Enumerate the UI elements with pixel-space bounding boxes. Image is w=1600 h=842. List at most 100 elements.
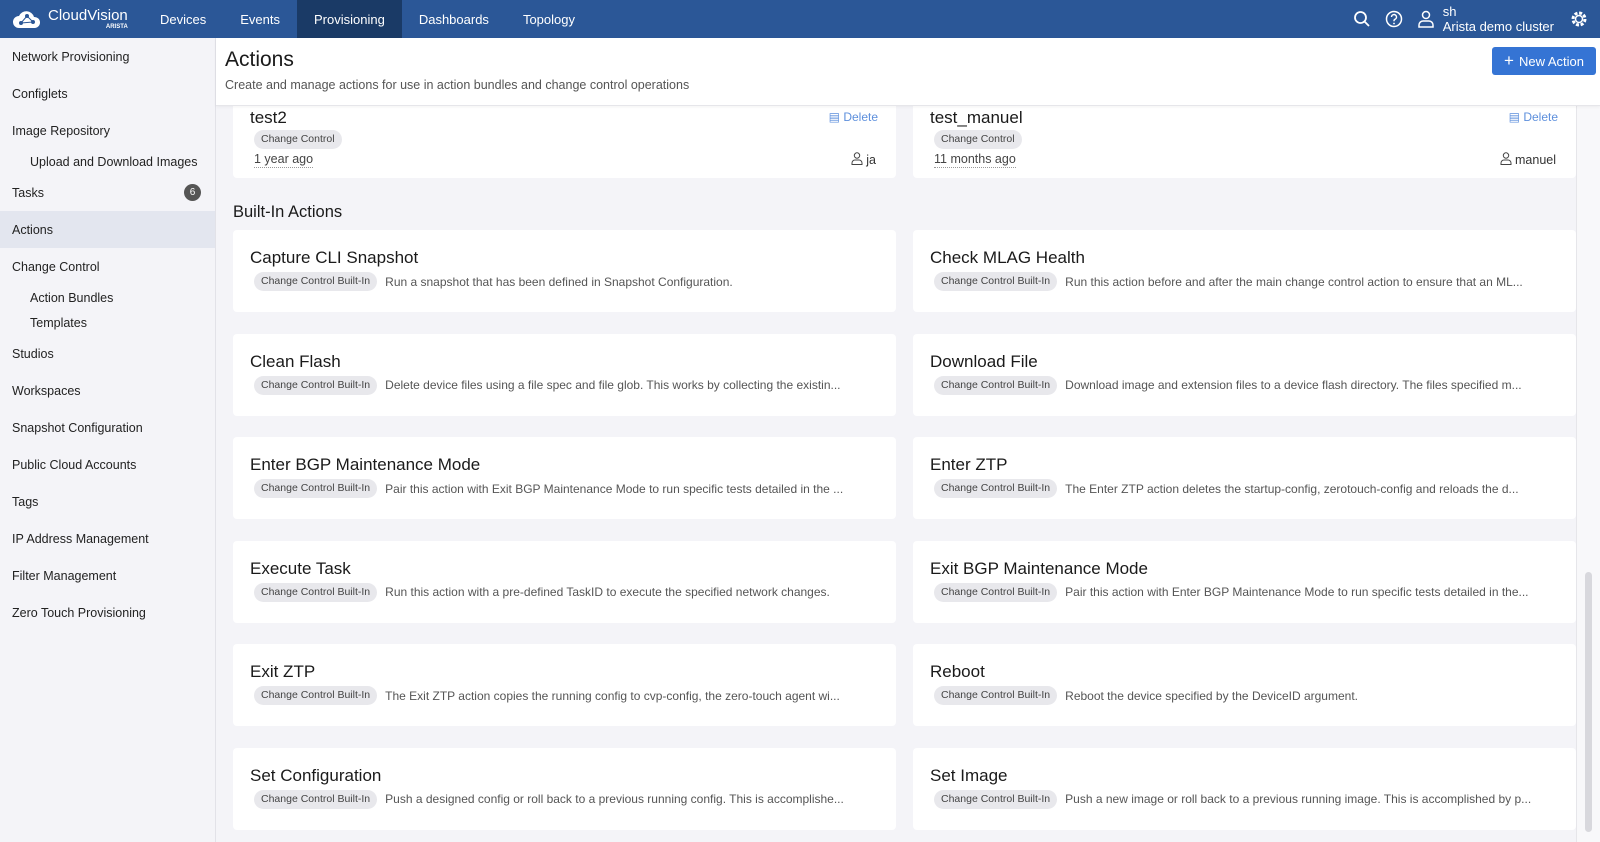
count-badge: 6 — [184, 184, 201, 201]
sidebar-item-label: Network Provisioning — [12, 49, 130, 64]
sidebar-item-change-control[interactable]: Change Control — [0, 248, 215, 285]
user-menu[interactable]: sh Arista demo cluster — [1417, 4, 1554, 34]
sidebar-item-tasks[interactable]: Tasks 6 — [0, 174, 215, 211]
builtin-action-card[interactable]: Enter BGP Maintenance Mode Change Control… — [233, 437, 896, 519]
action-meta: Change Control Built-In Reboot the device… — [934, 686, 1554, 705]
action-description: Delete device files using a file spec an… — [385, 378, 841, 392]
action-description: The Exit ZTP action copies the running c… — [385, 688, 840, 703]
sidebar-item-action-bundles[interactable]: Action Bundles — [0, 285, 215, 310]
sidebar-item-network-provisioning[interactable]: Network Provisioning — [0, 38, 215, 75]
custom-action-card[interactable]: test_manuel ▤ Delete Change Control 11 mont… — [913, 106, 1576, 178]
action-description: Run this action with a pre-defined TaskI… — [385, 585, 830, 599]
sidebar-item-ip-address-management[interactable]: IP Address Management — [0, 520, 215, 557]
nav-tab-dashboards[interactable]: Dashboards — [418, 11, 489, 27]
action-title: test_manuel — [930, 108, 1023, 127]
builtin-action-card[interactable]: Clean Flash Change Control Built-In Delete… — [233, 333, 896, 416]
sidebar-item-label: IP Address Management — [12, 531, 149, 546]
type-tag: Change Control Built-In — [254, 272, 378, 291]
custom-action-card[interactable]: test2 ▤ Delete Change Control 1 year ago ja — [233, 106, 896, 178]
nav-tab-topology[interactable]: Topology — [522, 11, 575, 27]
type-tag: Change Control Built-In — [934, 375, 1058, 395]
sidebar-item-label: Tasks — [12, 185, 44, 200]
delete-button[interactable]: ▤ Delete — [829, 110, 878, 125]
gear-icon[interactable] — [1568, 8, 1590, 30]
sidebar-item-label: Upload and Download Images — [30, 154, 198, 169]
builtin-action-card[interactable]: Set Image Change Control Built-In Push a n… — [913, 747, 1576, 830]
help-icon[interactable] — [1385, 10, 1403, 28]
action-meta: Change Control Built-In Download image an… — [934, 375, 1554, 395]
sidebar-item-label: Public Cloud Accounts — [12, 457, 137, 472]
cloudvision-logo[interactable]: CloudVision ARISTA — [0, 0, 143, 38]
page-subtitle: Create and manage actions for use in act… — [225, 78, 690, 92]
sidebar-item-snapshot-configuration[interactable]: Snapshot Configuration — [0, 409, 215, 446]
builtin-action-card[interactable]: Capture CLI Snapshot Change Control Built… — [233, 230, 896, 312]
type-tag: Change Control Built-In — [254, 789, 378, 809]
sidebar-item-workspaces[interactable]: Workspaces — [0, 372, 215, 409]
type-tag: Change Control Built-In — [934, 686, 1058, 705]
search-icon[interactable] — [1353, 10, 1371, 28]
sidebar: Network Provisioning Configlets Image Repo… — [0, 38, 216, 842]
builtin-action-card[interactable]: Enter ZTP Change Control Built-In The Ente… — [913, 437, 1576, 519]
builtin-action-card[interactable]: Download File Change Control Built-In Down… — [913, 333, 1576, 416]
page-title: Actions — [225, 48, 294, 71]
action-meta: Change Control Built-In Run a snapshot th… — [254, 272, 874, 291]
sidebar-item-tags[interactable]: Tags — [0, 483, 215, 520]
trash-icon: ▤ — [1508, 110, 1520, 124]
sidebar-item-zero-touch-provisioning[interactable]: Zero Touch Provisioning — [0, 594, 215, 631]
builtin-action-card[interactable]: Check MLAG Health Change Control Built-In… — [913, 230, 1576, 312]
action-meta: Change Control Built-In The Enter ZTP act… — [934, 479, 1554, 498]
user-icon — [851, 152, 863, 169]
section-title: Built-In Actions — [233, 203, 343, 221]
sidebar-item-image-repository[interactable]: Image Repository — [0, 112, 215, 149]
delete-label: Delete — [843, 110, 878, 124]
sidebar-item-label: Image Repository — [12, 123, 110, 138]
action-description: Push a new image or roll back to a previ… — [1065, 792, 1532, 806]
sidebar-item-actions[interactable]: Actions — [0, 211, 215, 248]
action-meta: Change Control Built-In Push a new image … — [934, 789, 1554, 809]
action-meta: Change Control Built-In Delete device fil… — [254, 375, 874, 395]
action-meta: Change Control Built-In Run this action b… — [934, 272, 1554, 291]
builtin-action-card[interactable]: Execute Task Change Control Built-In Run t… — [233, 540, 896, 623]
sidebar-item-label: Filter Management — [12, 568, 117, 583]
type-tag: Change Control Built-In — [934, 789, 1058, 809]
trash-icon: ▤ — [828, 110, 840, 124]
sidebar-item-label: Snapshot Configuration — [12, 420, 143, 435]
sidebar-item-configlets[interactable]: Configlets — [0, 75, 215, 112]
action-description: Download image and extension files to a … — [1065, 378, 1522, 392]
delete-button[interactable]: ▤ Delete — [1509, 110, 1558, 125]
builtin-action-card[interactable]: Set Configuration Change Control Built-In… — [233, 747, 896, 830]
sidebar-item-public-cloud-accounts[interactable]: Public Cloud Accounts — [0, 446, 215, 483]
action-title: Download File — [930, 351, 1038, 371]
new-action-button[interactable]: + New Action — [1492, 47, 1596, 75]
user-icon — [1500, 152, 1512, 169]
sidebar-item-label: Action Bundles — [30, 290, 114, 305]
sidebar-item-templates[interactable]: Templates — [0, 310, 215, 335]
action-title: test2 — [250, 108, 287, 127]
type-tag: Change Control Built-In — [254, 582, 378, 602]
cloud-logo-icon — [13, 11, 41, 28]
sidebar-item-label: Actions — [12, 222, 53, 237]
scrollbar-thumb[interactable] — [1585, 572, 1592, 832]
sidebar-item-label: Configlets — [12, 86, 68, 101]
builtin-action-card[interactable]: Exit ZTP Change Control Built-In The Exit … — [233, 644, 896, 726]
scrollbar[interactable] — [1576, 106, 1600, 842]
nav-tab-provisioning[interactable]: Provisioning — [297, 0, 402, 38]
type-tag: Change Control Built-In — [934, 582, 1058, 602]
builtin-action-card[interactable]: Reboot Change Control Built-In Reboot the … — [913, 644, 1576, 726]
sidebar-item-filter-management[interactable]: Filter Management — [0, 557, 215, 594]
action-description: Run a snapshot that has been defined in … — [385, 274, 733, 289]
action-title: Check MLAG Health — [930, 248, 1085, 267]
action-meta: Change Control Built-In Push a designed c… — [254, 789, 874, 809]
sidebar-item-studios[interactable]: Studios — [0, 335, 215, 372]
action-title: Capture CLI Snapshot — [250, 248, 419, 267]
action-meta: Change Control Built-In The Exit ZTP acti… — [254, 686, 874, 705]
sidebar-item-upload-and-download-images[interactable]: Upload and Download Images — [0, 149, 215, 174]
action-title: Execute Task — [250, 558, 351, 578]
type-tag: Change Control Built-In — [254, 686, 378, 705]
type-tag: Change Control Built-In — [254, 375, 378, 395]
nav-tab-devices[interactable]: Devices — [160, 11, 207, 27]
action-description: Pair this action with Exit BGP Maintenan… — [385, 481, 844, 496]
nav-tab-events[interactable]: Events — [240, 11, 280, 27]
builtin-action-card[interactable]: Exit BGP Maintenance Mode Change Control … — [913, 540, 1576, 623]
type-tag: Change Control Built-In — [934, 272, 1058, 291]
